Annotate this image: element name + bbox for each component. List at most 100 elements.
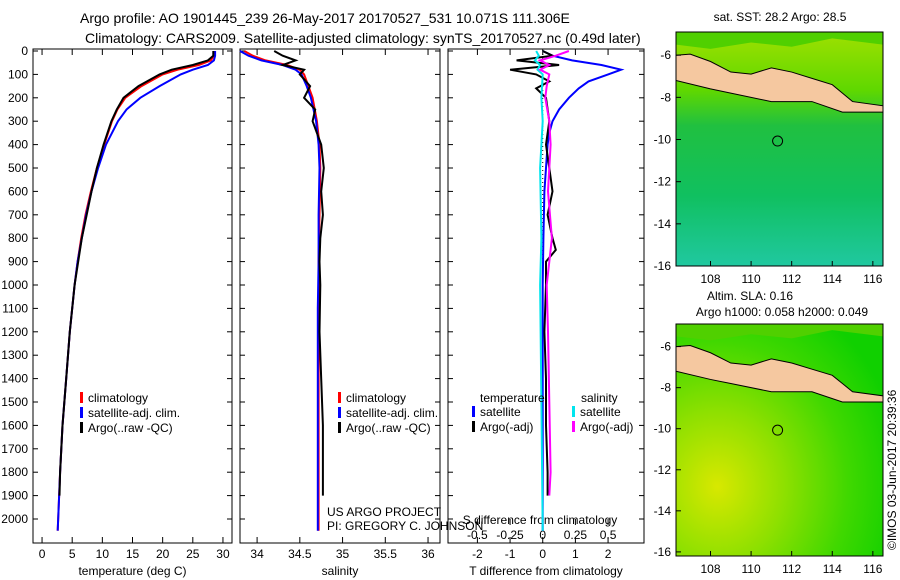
x-tick-label: 5 xyxy=(69,547,76,561)
y-tick-label: 1200 xyxy=(1,325,28,339)
project-annotation: US ARGO PROJECT xyxy=(327,505,442,519)
lon-tick-label: 110 xyxy=(742,272,761,286)
x-tick-label: 35 xyxy=(336,547,350,561)
y-tick-label: 800 xyxy=(8,231,28,245)
series-line-t-satellite xyxy=(541,50,625,531)
y-tick-label: 700 xyxy=(8,208,28,222)
y-tick-label: 900 xyxy=(8,255,28,269)
x-tick-label: 2 xyxy=(605,547,612,561)
legend-label: satellite xyxy=(480,405,521,419)
x-tick-label: 34.5 xyxy=(288,547,312,561)
y-tick-label: 300 xyxy=(8,114,28,128)
y-tick-label: 1600 xyxy=(1,418,28,432)
y-tick-label: 100 xyxy=(8,67,28,81)
y-tick-label: 0 xyxy=(21,44,28,58)
x-tick-label: 34 xyxy=(250,547,264,561)
legend-swatch xyxy=(338,392,341,403)
lon-tick-label: 108 xyxy=(700,562,720,576)
title-line-1: Argo profile: AO 1901445_239 26-May-2017… xyxy=(80,10,570,26)
lon-tick-label: 116 xyxy=(863,562,882,576)
y-tick-label: 1500 xyxy=(1,395,28,409)
lat-tick-label: -16 xyxy=(654,259,672,273)
lat-tick-label: -6 xyxy=(660,48,671,62)
lon-tick-label: 112 xyxy=(782,562,801,576)
legend-label: climatology xyxy=(88,391,148,405)
x2-tick-label: 0.5 xyxy=(600,528,617,542)
y-tick-label: 1300 xyxy=(1,348,28,362)
credit-text: ©IMOS 03-Jun-2017 20:39:36 xyxy=(885,389,899,550)
x-tick-label: 35.5 xyxy=(374,547,398,561)
lon-tick-label: 116 xyxy=(863,272,882,286)
map-frame xyxy=(675,323,884,557)
y-tick-label: 500 xyxy=(8,161,28,175)
lat-tick-label: -12 xyxy=(654,175,672,189)
series-line-s-argo-adj- xyxy=(537,50,570,496)
pi-annotation: PI: GREGORY C. JOHNSON xyxy=(327,519,483,533)
plot-frame xyxy=(239,48,441,544)
lat-tick-label: -10 xyxy=(654,422,672,436)
legend-swatch xyxy=(472,421,475,432)
legend-label: satellite-adj. clim. xyxy=(346,406,438,420)
lat-tick-label: -12 xyxy=(654,463,672,477)
x-axis-label: T difference from climatology xyxy=(469,564,623,578)
x-tick-label: 1 xyxy=(572,547,579,561)
series-line-climatology xyxy=(243,50,322,531)
y-tick-label: 1800 xyxy=(1,465,28,479)
x-tick-label: 25 xyxy=(186,547,200,561)
map-frame xyxy=(675,31,884,267)
x-tick-label: 0 xyxy=(39,547,46,561)
y-tick-label: 200 xyxy=(8,91,28,105)
legend-swatch xyxy=(80,407,83,418)
x-tick-label: 30 xyxy=(216,547,230,561)
land-java xyxy=(675,53,884,113)
legend-swatch xyxy=(472,406,475,417)
legend-swatch xyxy=(338,422,341,433)
legend-label: satellite-adj. clim. xyxy=(88,406,180,420)
y-tick-label: 400 xyxy=(8,138,28,152)
y-tick-label: 1400 xyxy=(1,372,28,386)
x-tick-label: 10 xyxy=(96,547,110,561)
lon-tick-label: 114 xyxy=(823,272,842,286)
y-tick-label: 1900 xyxy=(1,489,28,503)
x-tick-label: 15 xyxy=(126,547,140,561)
y-tick-label: 1100 xyxy=(2,301,28,315)
series-line-satellite-adj-clim- xyxy=(56,51,217,531)
series-line-s-satellite xyxy=(533,50,544,531)
legend-swatch xyxy=(572,421,575,432)
x-axis-label: temperature (deg C) xyxy=(78,564,186,578)
sst-map: 108 110 112 114 116 -6 -8 -10 -12 -14 -16 sat. SST:… xyxy=(654,10,884,286)
lat-tick-label: -6 xyxy=(660,340,671,354)
lat-tick-label: -14 xyxy=(654,504,672,518)
legend-label: Argo(..raw -QC) xyxy=(346,421,431,435)
plot-frame xyxy=(447,48,645,544)
float-position-marker xyxy=(772,424,784,436)
lon-tick-label: 114 xyxy=(823,562,842,576)
legend-label: Argo(-adj) xyxy=(580,420,633,434)
series-line-satellite-adj-clim- xyxy=(239,50,321,531)
lat-tick-label: -8 xyxy=(660,90,671,104)
salinity-panel: 34 34.5 35 35.5 36 salinity climatologysatelli… xyxy=(239,48,483,578)
lat-tick-label: -14 xyxy=(654,217,672,231)
y-tick-label: 1700 xyxy=(1,442,28,456)
plot-frame xyxy=(32,48,233,544)
series-line-argo-raw-qc- xyxy=(273,50,325,496)
x2-tick-label: -0.25 xyxy=(496,528,524,542)
float-position-marker xyxy=(772,135,784,147)
legend-swatch xyxy=(572,406,575,417)
x2-axis-label: S difference from climatology xyxy=(463,513,618,527)
x-tick-label: -1 xyxy=(505,547,516,561)
lon-tick-label: 112 xyxy=(782,272,801,286)
lat-tick-label: -16 xyxy=(654,545,672,559)
legend-label: Argo(..raw -QC) xyxy=(88,421,173,435)
sla-map: 108 110 112 114 116 -6 -8 -10 -12 -14 -16 Altim. SL… xyxy=(654,289,884,576)
y-tick-label: 600 xyxy=(8,184,28,198)
difference-panel: -2 -1 0 1 2 T difference from climatology -0.5… xyxy=(447,48,645,578)
map-subtitle: Argo h1000: 0.058 h2000: 0.049 xyxy=(696,305,868,319)
north-field xyxy=(676,32,883,49)
x2-tick-label: -0.5 xyxy=(467,528,488,542)
x-tick-label: 36 xyxy=(421,547,435,561)
x-tick-label: -2 xyxy=(472,547,483,561)
series-line-argo-raw-qc- xyxy=(58,51,215,496)
lat-tick-label: -10 xyxy=(654,133,672,147)
title-line-2: Climatology: CARS2009. Satellite-adjuste… xyxy=(85,30,641,46)
